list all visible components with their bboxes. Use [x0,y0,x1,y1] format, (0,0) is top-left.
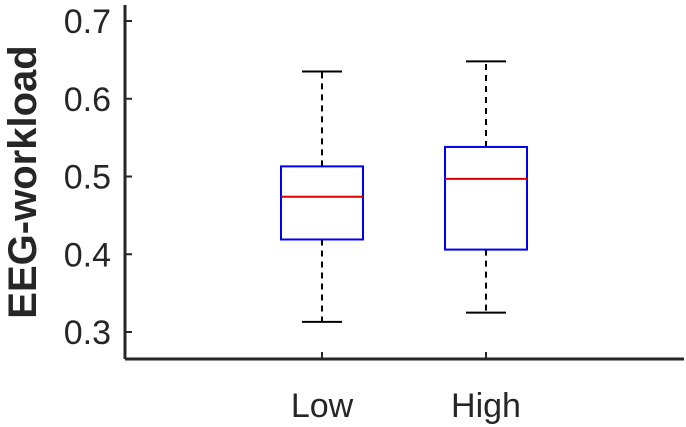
box-high [444,60,528,314]
y-tick-label: 0.6 [64,81,111,119]
box-low [280,70,364,323]
axes: 0.3 0.4 0.5 0.6 0.7 Low High [64,3,684,425]
y-tick-label: 0.4 [64,236,111,274]
y-tick-label: 0.3 [64,314,111,352]
iqr-box [444,145,528,251]
box-group [280,60,528,323]
x-tick-label: High [451,387,521,425]
y-tick-label: 0.5 [64,159,111,197]
y-tick-label: 0.7 [64,3,111,41]
iqr-box [280,165,364,241]
y-axis-label: EEG-workload [1,45,45,318]
x-tick-label: Low [291,387,354,425]
